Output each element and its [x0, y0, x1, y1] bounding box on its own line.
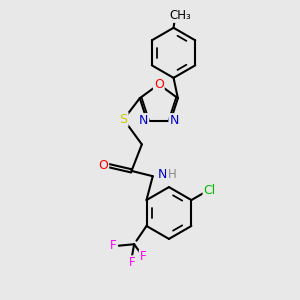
Text: N: N	[139, 114, 148, 127]
Text: Cl: Cl	[203, 184, 216, 197]
Text: O: O	[98, 159, 108, 172]
Text: H: H	[167, 168, 176, 181]
Text: O: O	[154, 78, 164, 91]
Text: F: F	[128, 256, 135, 269]
Text: CH₃: CH₃	[169, 9, 191, 22]
Text: N: N	[158, 168, 167, 181]
Text: F: F	[140, 250, 146, 263]
Text: S: S	[120, 113, 128, 126]
Text: N: N	[169, 114, 179, 127]
Text: F: F	[110, 239, 117, 252]
